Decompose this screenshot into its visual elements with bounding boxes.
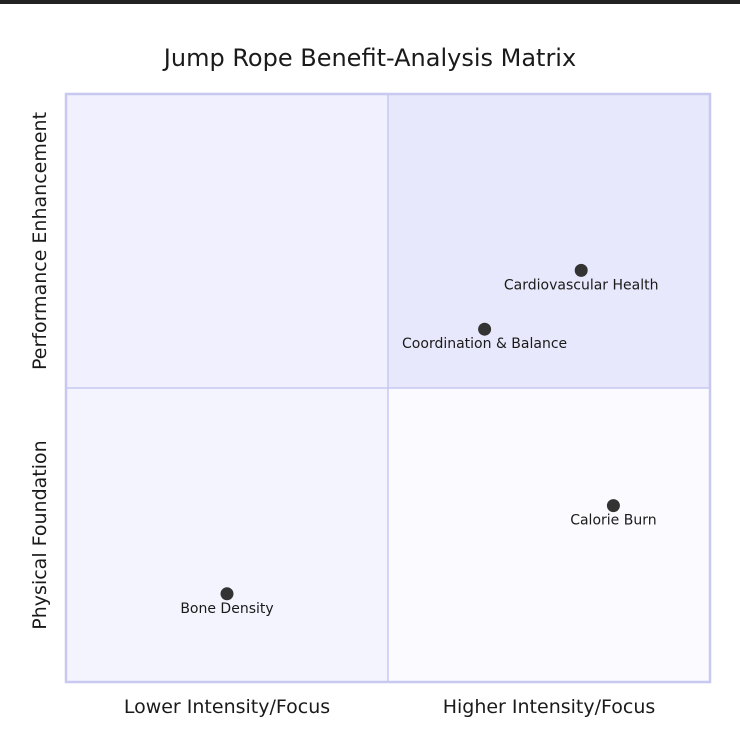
data-point-label: Coordination & Balance <box>402 336 567 352</box>
data-point[interactable] <box>574 263 588 277</box>
y-axis-low-label: Physical Foundation <box>29 440 51 629</box>
data-point[interactable] <box>478 322 492 336</box>
data-point[interactable] <box>220 587 234 601</box>
data-point-label: Calorie Burn <box>570 513 656 529</box>
data-point[interactable] <box>606 499 620 513</box>
x-axis-high-label: Higher Intensity/Focus <box>443 696 656 718</box>
x-axis-low-label: Lower Intensity/Focus <box>124 696 330 718</box>
y-axis-high-label: Performance Enhancement <box>29 112 51 370</box>
data-point-label: Bone Density <box>180 601 273 617</box>
quadrant-top-right <box>387 93 711 389</box>
data-point-label: Cardiovascular Health <box>504 277 659 293</box>
chart-title: Jump Rope Benefit-Analysis Matrix <box>162 44 576 72</box>
quadrant-top-left <box>65 93 389 389</box>
top-bar <box>0 0 740 4</box>
quadrant-bottom-left <box>65 387 389 683</box>
quadrant-bottom-right <box>387 387 711 683</box>
